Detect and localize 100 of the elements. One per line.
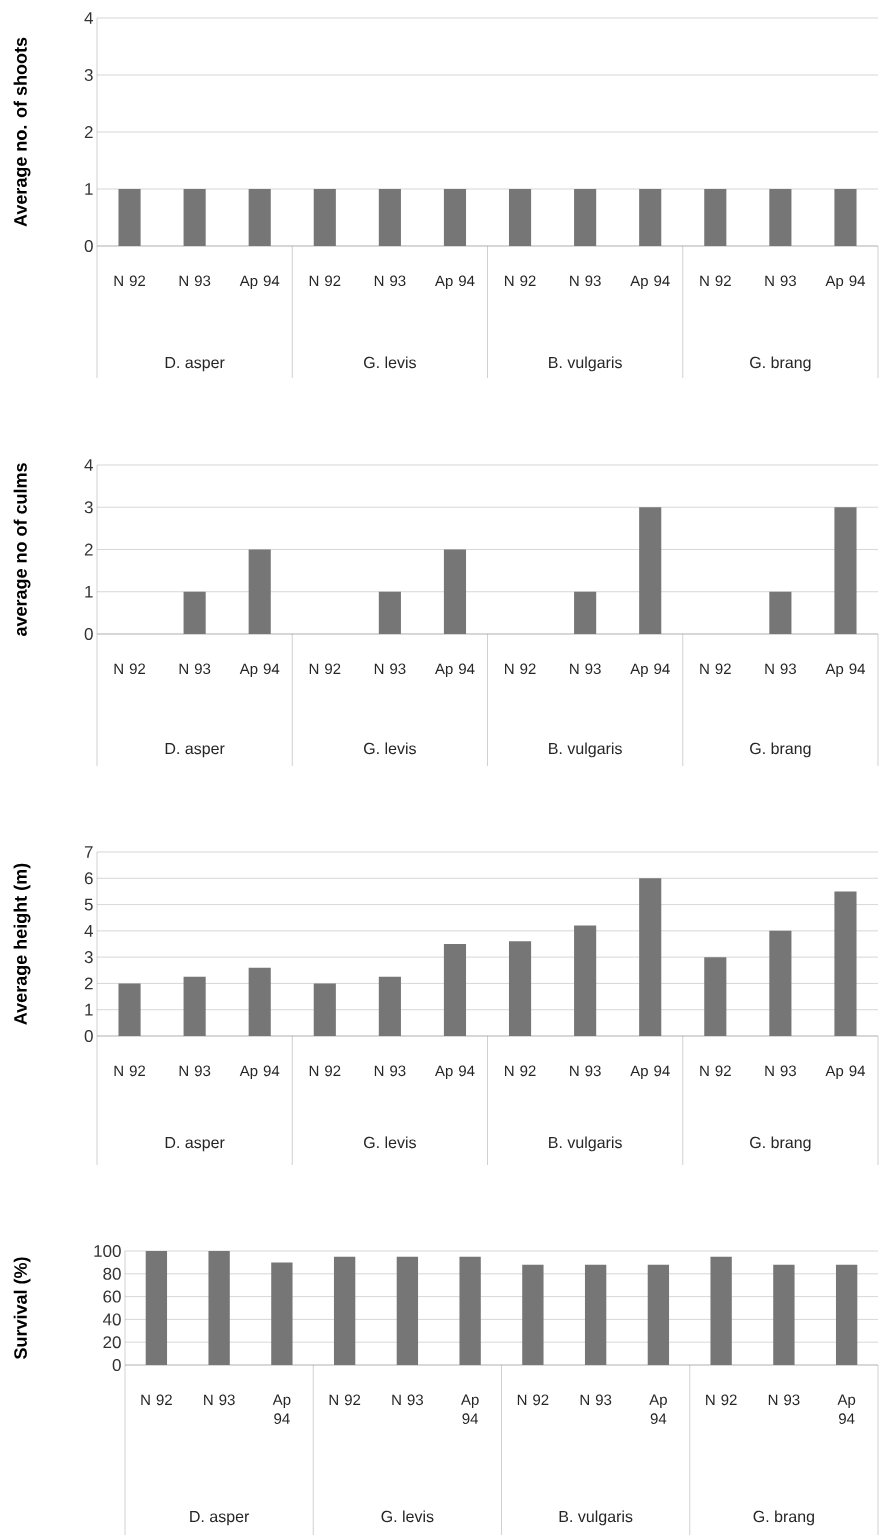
- x-tick-label: Ap 94: [837, 1394, 856, 1424]
- text: B. vulgaris: [549, 1136, 622, 1152]
- bar: [574, 591, 597, 634]
- text: G. brang: [750, 742, 811, 758]
- y-tick-label: 2: [84, 977, 93, 990]
- x-tick-label: N 92: [700, 1065, 731, 1077]
- x-tick-label: N 93: [179, 1065, 211, 1077]
- bar: [639, 507, 662, 634]
- x-tick-label: Ap 94: [460, 1394, 479, 1424]
- x-tick-label: N 93: [392, 1394, 423, 1406]
- y-tick-label: 2: [84, 126, 93, 138]
- y-tick-label: 40: [102, 1313, 121, 1326]
- bar: [508, 941, 532, 1036]
- text: B. vulgaris: [549, 742, 622, 758]
- bar: [769, 591, 792, 634]
- bar: [118, 983, 141, 1036]
- x-tick-label: N 93: [765, 1065, 796, 1077]
- x-tick-label: Ap 94: [434, 663, 475, 678]
- y-tick-label: 0: [84, 1029, 93, 1043]
- text: B. vulgaris: [559, 1510, 633, 1526]
- x-tick-label: N 92: [505, 663, 536, 675]
- text: G. brang: [750, 1136, 811, 1152]
- bar: [248, 549, 271, 634]
- y-tick-label: 0: [84, 627, 93, 641]
- x-tick-label: N 93: [765, 275, 796, 287]
- text: G. levis: [381, 1510, 434, 1523]
- bar: [834, 507, 857, 634]
- bar: [333, 1256, 356, 1365]
- x-tick-label: N 92: [505, 1065, 536, 1077]
- x-tick-label: N 92: [706, 1394, 737, 1406]
- bar: [574, 925, 597, 1036]
- y-tick-label: 4: [84, 12, 93, 24]
- y-tick-label: 3: [84, 68, 93, 82]
- x-tick-label: N 92: [505, 275, 536, 287]
- text: B. vulgaris: [549, 356, 622, 372]
- x-tick-label: Ap 94: [630, 275, 670, 290]
- bar: [769, 930, 792, 1036]
- text: G. levis: [364, 742, 416, 755]
- x-tick-label: N 92: [114, 1065, 146, 1077]
- y-tick-label: 5: [84, 898, 93, 911]
- text: G. levis: [364, 356, 416, 369]
- y-axis-title: Average no. of shoots: [13, 37, 31, 227]
- y-tick-label: 20: [103, 1336, 121, 1349]
- y-axis-title: Average height (m): [13, 863, 31, 1025]
- x-tick-label: N 93: [179, 275, 211, 287]
- bar: [443, 549, 467, 634]
- bar: [248, 967, 271, 1036]
- y-tick-label: 1: [85, 585, 93, 598]
- text: D. asper: [165, 356, 225, 372]
- bar: [378, 591, 401, 634]
- text: G. brang: [750, 356, 811, 372]
- x-tick-label: N 92: [309, 275, 341, 287]
- text: D. asper: [165, 1136, 225, 1152]
- y-tick-label: 4: [84, 925, 93, 937]
- bar: [378, 976, 401, 1036]
- x-tick-label: N 93: [570, 275, 601, 287]
- x-tick-label: N 93: [765, 663, 796, 675]
- x-tick-label: Ap 94: [239, 1065, 280, 1080]
- x-tick-label: Ap 94: [239, 663, 280, 678]
- x-tick-label: N 93: [570, 663, 601, 675]
- y-tick-label: 7: [84, 846, 93, 858]
- x-tick-label: N 92: [309, 663, 341, 675]
- x-tick-label: Ap 94: [825, 663, 866, 678]
- x-tick-label: N 93: [570, 1065, 601, 1077]
- x-tick-label: Ap 94: [649, 1394, 667, 1424]
- x-tick-label: N 93: [374, 275, 406, 287]
- y-tick-label: 2: [84, 543, 93, 556]
- x-tick-label: N 92: [517, 1394, 549, 1406]
- x-tick-label: Ap 94: [272, 1394, 291, 1424]
- bar: [639, 878, 662, 1036]
- bar: [183, 976, 206, 1036]
- text: D. asper: [165, 742, 225, 758]
- bar: [835, 1264, 858, 1365]
- x-tick-label: N 93: [768, 1394, 800, 1406]
- bar: [271, 1262, 293, 1365]
- bar: [396, 1256, 419, 1365]
- bar: [704, 957, 727, 1036]
- y-tick-label: 3: [84, 951, 93, 964]
- x-tick-label: N 92: [114, 663, 146, 675]
- x-tick-label: Ap 94: [630, 1065, 670, 1080]
- text: G. brang: [753, 1510, 814, 1526]
- x-tick-label: N 93: [374, 663, 406, 675]
- x-tick-label: N 92: [700, 275, 731, 287]
- y-tick-label: 80: [103, 1267, 121, 1280]
- x-tick-label: Ap 94: [825, 1065, 866, 1080]
- y-tick-label: 0: [84, 239, 93, 253]
- bar: [208, 1251, 230, 1365]
- x-tick-label: N 92: [700, 663, 731, 675]
- y-tick-label: 100: [94, 1244, 121, 1258]
- x-tick-label: Ap 94: [825, 275, 866, 290]
- text: G. levis: [364, 1136, 416, 1149]
- y-axis-title: average no of culms: [13, 463, 31, 636]
- x-tick-label: N 93: [179, 663, 211, 675]
- bar: [183, 591, 206, 634]
- bar: [710, 1256, 732, 1365]
- x-tick-label: Ap 94: [434, 1065, 475, 1080]
- bar: [522, 1264, 544, 1365]
- bar: [773, 1264, 795, 1365]
- bar: [145, 1251, 168, 1365]
- bar: [313, 983, 336, 1036]
